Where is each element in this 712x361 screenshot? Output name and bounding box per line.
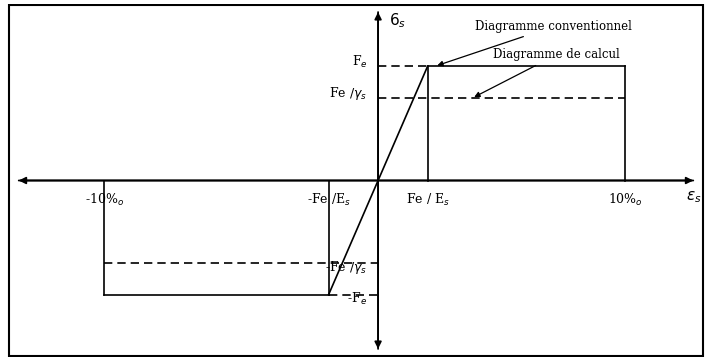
Text: Diagramme conventionnel: Diagramme conventionnel	[439, 20, 632, 66]
Text: 10%$_o$: 10%$_o$	[608, 192, 643, 208]
Text: -10%$_o$: -10%$_o$	[85, 192, 124, 208]
Text: $\varepsilon_s$: $\varepsilon_s$	[686, 190, 701, 205]
Text: Fe $/\gamma_s$: Fe $/\gamma_s$	[330, 85, 367, 102]
Text: -F$_e$: -F$_e$	[347, 291, 367, 307]
Text: Diagramme de calcul: Diagramme de calcul	[476, 48, 619, 96]
Text: -Fe $/\gamma_s$: -Fe $/\gamma_s$	[325, 259, 367, 276]
Text: -Fe /E$_s$: -Fe /E$_s$	[307, 192, 351, 208]
Text: Fe / E$_s$: Fe / E$_s$	[406, 192, 449, 208]
Text: F$_e$: F$_e$	[352, 54, 367, 70]
Text: $6_s$: $6_s$	[389, 12, 406, 30]
